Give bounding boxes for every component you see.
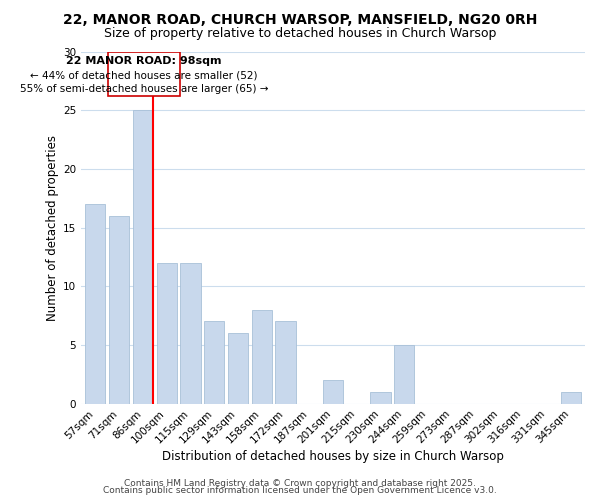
Bar <box>560 392 581 404</box>
FancyBboxPatch shape <box>109 52 180 96</box>
Y-axis label: Number of detached properties: Number of detached properties <box>46 134 59 320</box>
Bar <box>204 322 224 404</box>
Bar <box>275 322 296 404</box>
Bar <box>109 216 129 404</box>
Bar <box>181 263 200 404</box>
Text: 22, MANOR ROAD, CHURCH WARSOP, MANSFIELD, NG20 0RH: 22, MANOR ROAD, CHURCH WARSOP, MANSFIELD… <box>63 12 537 26</box>
Bar <box>251 310 272 404</box>
Bar <box>323 380 343 404</box>
Bar <box>157 263 177 404</box>
Bar <box>228 333 248 404</box>
X-axis label: Distribution of detached houses by size in Church Warsop: Distribution of detached houses by size … <box>162 450 504 462</box>
Text: 55% of semi-detached houses are larger (65) →: 55% of semi-detached houses are larger (… <box>20 84 268 94</box>
Bar <box>85 204 106 404</box>
Text: Size of property relative to detached houses in Church Warsop: Size of property relative to detached ho… <box>104 28 496 40</box>
Text: ← 44% of detached houses are smaller (52): ← 44% of detached houses are smaller (52… <box>31 70 258 81</box>
Text: 22 MANOR ROAD: 98sqm: 22 MANOR ROAD: 98sqm <box>67 56 222 66</box>
Bar <box>133 110 153 404</box>
Bar <box>370 392 391 404</box>
Bar <box>394 345 415 404</box>
Text: Contains public sector information licensed under the Open Government Licence v3: Contains public sector information licen… <box>103 486 497 495</box>
Text: Contains HM Land Registry data © Crown copyright and database right 2025.: Contains HM Land Registry data © Crown c… <box>124 478 476 488</box>
